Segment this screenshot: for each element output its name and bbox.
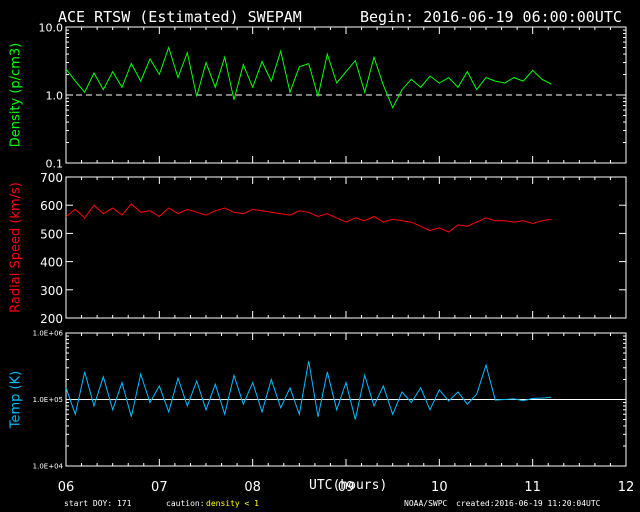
series-line <box>65 45 552 109</box>
y-tick-label: 600 <box>40 199 63 213</box>
x-tick-label: 09 <box>338 480 355 495</box>
start-doy: start DOY: 171 <box>64 499 132 508</box>
y-tick-label: 1.0E+04 <box>33 463 64 471</box>
panel-frame <box>65 176 627 319</box>
y-tick-label: 700 <box>40 171 63 185</box>
y-tick-label: 200 <box>40 312 63 326</box>
y-tick-label: 0.1 <box>46 158 64 171</box>
y-tick-label: 1.0 <box>46 90 64 103</box>
temp-panel: 1.0E+06 1.0E+05 1.0E+04 Temp (K) 06 07 08 09 10 1… <box>9 330 635 496</box>
y-axis-label: Density (p/cm3) <box>9 43 24 147</box>
y-tick-label: 300 <box>40 284 63 298</box>
y-tick-label: 500 <box>40 227 63 241</box>
source-label: NOAA/SWPC <box>404 499 448 508</box>
density-panel: 10.0 1.0 0.1 Density (p/cm3) <box>9 22 627 171</box>
caution-note: density < 1 <box>206 499 259 508</box>
y-axis-label: Radial Speed (km/s) <box>9 182 24 313</box>
y-axis-label: Temp (K) <box>9 371 24 429</box>
begin-time: Begin: 2016-06-19 06:00:00UTC <box>360 8 622 26</box>
x-tick-label: 12 <box>618 480 635 495</box>
series-line <box>65 203 552 233</box>
caution-prefix: caution: <box>166 499 205 508</box>
plot-title: ACE RTSW (Estimated) SWEPAM <box>58 8 302 26</box>
y-tick-label: 1.0E+06 <box>33 330 64 338</box>
y-tick-label: 10.0 <box>39 22 64 35</box>
y-tick-label: 400 <box>40 256 63 270</box>
created-time: created:2016-06-19 11:20:04UTC <box>456 499 601 508</box>
x-axis-label: UTC(hours) <box>309 478 388 493</box>
x-tick-label: 07 <box>151 480 168 495</box>
y-tick-label: 1.0E+05 <box>33 396 63 404</box>
speed-panel: 700 600 500 400 300 200 Radial Speed (km/s) <box>9 171 627 326</box>
x-tick-label: 08 <box>244 480 261 495</box>
x-tick-label: 11 <box>524 480 541 495</box>
series-line <box>65 360 552 420</box>
x-tick-label: 10 <box>431 480 448 495</box>
x-tick-label: 06 <box>58 480 75 495</box>
